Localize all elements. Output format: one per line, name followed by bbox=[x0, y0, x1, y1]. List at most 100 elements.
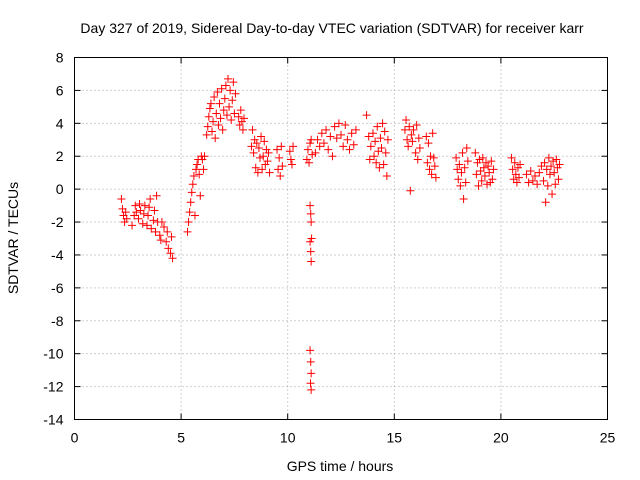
data-point bbox=[273, 145, 282, 154]
data-point bbox=[406, 186, 415, 195]
data-point bbox=[383, 135, 392, 144]
data-point bbox=[306, 346, 315, 355]
data-point bbox=[555, 160, 564, 169]
data-point bbox=[229, 78, 238, 87]
data-point bbox=[337, 130, 345, 139]
data-point bbox=[221, 81, 230, 90]
data-point bbox=[225, 102, 234, 111]
data-point bbox=[430, 162, 439, 171]
data-point bbox=[400, 125, 409, 134]
data-point bbox=[211, 134, 220, 143]
data-point bbox=[376, 134, 385, 143]
data-point bbox=[306, 209, 315, 218]
data-point bbox=[236, 106, 245, 115]
data-point bbox=[526, 167, 535, 176]
data-point bbox=[522, 170, 531, 179]
data-point bbox=[374, 147, 383, 156]
data-point bbox=[412, 120, 421, 129]
data-point bbox=[330, 122, 339, 131]
data-point bbox=[263, 157, 272, 166]
data-point bbox=[149, 216, 158, 225]
data-point bbox=[533, 180, 542, 189]
data-point bbox=[217, 84, 226, 93]
data-point bbox=[345, 145, 354, 154]
data-point bbox=[220, 94, 229, 103]
data-point bbox=[365, 155, 374, 164]
data-point bbox=[120, 218, 129, 227]
data-point bbox=[484, 162, 493, 171]
y-tick-label: -14 bbox=[43, 412, 63, 428]
data-point bbox=[277, 142, 286, 151]
data-point bbox=[212, 109, 221, 118]
data-point bbox=[306, 357, 315, 366]
data-point bbox=[145, 203, 154, 212]
data-point bbox=[487, 157, 496, 166]
x-tick-label: 10 bbox=[280, 430, 296, 446]
data-point bbox=[239, 114, 248, 123]
data-point bbox=[192, 165, 201, 174]
data-point bbox=[508, 165, 517, 174]
data-point bbox=[382, 171, 391, 180]
data-point bbox=[516, 160, 525, 169]
y-tick-label: -6 bbox=[51, 280, 64, 296]
data-point bbox=[317, 129, 326, 138]
x-tick-label: 15 bbox=[387, 430, 403, 446]
data-point bbox=[550, 168, 559, 177]
data-point bbox=[265, 168, 274, 177]
tick-labels: 0 5 10 15 20 25 -14 -12 -10 -8 -6 -4 -2 0 2 4 6 8 bbox=[43, 50, 615, 446]
data-point bbox=[231, 89, 240, 98]
data-point bbox=[306, 201, 315, 210]
data-point bbox=[189, 171, 198, 180]
data-point bbox=[285, 147, 294, 156]
data-point bbox=[234, 112, 243, 121]
data-point bbox=[274, 165, 283, 174]
data-point bbox=[162, 237, 171, 246]
data-point bbox=[252, 139, 261, 148]
data-point bbox=[235, 120, 244, 129]
x-axis-label: GPS time / hours bbox=[287, 458, 394, 474]
data-point bbox=[429, 153, 438, 162]
data-point bbox=[409, 125, 418, 134]
data-point bbox=[480, 171, 489, 180]
data-point bbox=[206, 99, 215, 108]
data-point bbox=[255, 153, 264, 162]
data-point bbox=[528, 176, 537, 185]
data-point bbox=[411, 148, 420, 157]
data-point bbox=[264, 148, 273, 157]
data-point bbox=[486, 178, 495, 187]
data-point bbox=[257, 132, 266, 141]
data-point bbox=[512, 178, 521, 187]
data-point bbox=[167, 232, 176, 241]
data-point bbox=[193, 160, 202, 169]
data-point bbox=[139, 209, 148, 218]
data-point bbox=[209, 117, 218, 126]
y-axis-label: SDTVAR / TECUs bbox=[5, 182, 21, 294]
data-point bbox=[132, 208, 141, 217]
chart-title: Day 327 of 2019, Sidereal Day-to-day VTE… bbox=[80, 20, 583, 36]
data-point bbox=[254, 144, 263, 152]
data-point bbox=[474, 181, 483, 190]
data-point bbox=[414, 134, 423, 143]
data-point bbox=[250, 135, 259, 144]
data-point bbox=[315, 142, 324, 151]
data-point bbox=[539, 176, 548, 185]
data-point bbox=[119, 211, 128, 220]
data-point bbox=[549, 157, 558, 166]
data-point bbox=[117, 195, 126, 204]
data-point bbox=[472, 170, 481, 179]
data-point bbox=[155, 231, 164, 240]
data-point bbox=[251, 163, 260, 172]
data-point bbox=[548, 190, 557, 199]
data-point bbox=[306, 247, 315, 256]
data-point bbox=[537, 162, 546, 171]
data-point bbox=[461, 178, 470, 187]
data-point bbox=[509, 175, 518, 184]
data-point bbox=[428, 129, 437, 138]
data-point bbox=[166, 249, 175, 258]
data-point bbox=[334, 119, 343, 128]
data-point bbox=[349, 140, 358, 149]
data-point bbox=[425, 165, 434, 174]
data-point bbox=[227, 116, 236, 125]
data-point bbox=[160, 222, 169, 231]
data-point bbox=[553, 163, 562, 172]
